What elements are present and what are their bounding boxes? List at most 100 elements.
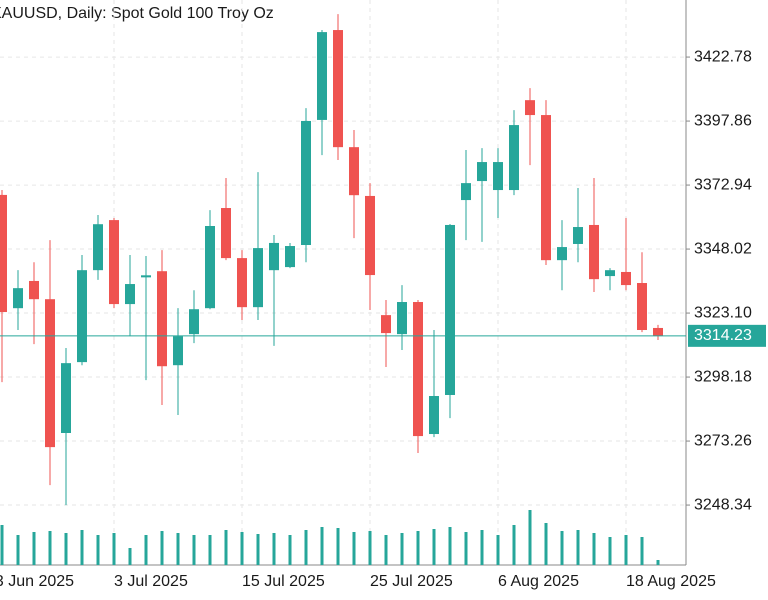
volume-bar: [384, 535, 388, 565]
candle-body: [237, 258, 247, 308]
candle-body: [381, 315, 391, 334]
volume-bar: [176, 533, 180, 565]
candle-body: [61, 363, 71, 433]
volume-bar: [160, 531, 164, 565]
candle-body: [541, 115, 551, 261]
volume-bar: [208, 535, 212, 565]
candle-body: [349, 147, 359, 196]
candle-body: [29, 280, 39, 300]
volume-bar: [240, 532, 244, 565]
y-tick-label: 3397.86: [694, 112, 752, 129]
volume-bar: [128, 548, 132, 565]
volume-bar: [368, 531, 372, 565]
candle-body: [189, 309, 199, 335]
volume-bar: [464, 532, 468, 565]
volume-bar: [224, 530, 228, 565]
volume-bar: [64, 533, 68, 565]
x-tick-label: 18 Aug 2025: [626, 573, 716, 590]
volume-bar: [512, 525, 516, 565]
candle-body: [333, 30, 343, 148]
y-tick-label: 3273.26: [694, 432, 752, 449]
candle-body: [109, 220, 119, 305]
y-tick-label: 3323.10: [694, 304, 752, 321]
volume-bar: [480, 530, 484, 565]
volume-bar: [416, 531, 420, 565]
y-tick-label: 3298.18: [694, 368, 752, 385]
volume-bar: [0, 525, 4, 565]
candle-body: [445, 224, 455, 395]
candle-body: [141, 275, 151, 278]
volume-bar: [144, 535, 148, 565]
candle-body: [653, 327, 663, 336]
volume-bar: [608, 537, 612, 565]
y-tick-label: 3248.34: [694, 496, 752, 513]
candle-body: [525, 100, 535, 116]
x-tick-label: 6 Aug 2025: [498, 573, 579, 590]
candle-body: [253, 248, 263, 308]
volume-bar: [336, 528, 340, 565]
x-tick-label: 3 Jul 2025: [114, 573, 188, 590]
volume-bar: [576, 530, 580, 565]
candle-body: [573, 227, 583, 244]
volume-bar: [432, 529, 436, 565]
volume-bar: [16, 535, 20, 565]
candle-body: [461, 183, 471, 201]
volume-bar: [80, 530, 84, 565]
last-price-label: 3314.23: [694, 327, 752, 344]
volume-bar: [448, 527, 452, 565]
candle-body: [125, 284, 135, 305]
candle-body: [301, 120, 311, 246]
y-tick-label: 3372.94: [694, 176, 752, 193]
volume-bar: [592, 533, 596, 565]
candle-body: [13, 288, 23, 309]
candle-body: [589, 224, 599, 280]
candle-body: [77, 270, 87, 363]
candle-body: [45, 299, 55, 448]
volume-bar: [32, 532, 36, 565]
candle-body: [0, 194, 7, 313]
chart-title: XAUUSD, Daily: Spot Gold 100 Troy Oz: [0, 5, 274, 22]
candle-body: [285, 246, 295, 268]
y-tick-label: 3348.02: [694, 240, 752, 257]
candle-body: [221, 208, 231, 259]
candle-body: [397, 302, 407, 335]
volume-bar: [304, 530, 308, 565]
volume-bar: [544, 523, 548, 565]
candle-body: [605, 270, 615, 277]
volume-bar: [112, 533, 116, 565]
volume-bar: [496, 535, 500, 565]
candle-body: [365, 195, 375, 276]
volume-bar: [96, 535, 100, 565]
candle-body: [493, 162, 503, 191]
candle-body: [637, 283, 647, 331]
candle-body: [317, 32, 327, 120]
candle-body: [557, 247, 567, 261]
x-tick-label: 15 Jul 2025: [242, 573, 325, 590]
volume-bar: [640, 537, 644, 565]
volume-bar: [192, 535, 196, 565]
candle-body: [509, 125, 519, 191]
last-price-box: [688, 324, 766, 347]
volume-bar: [352, 532, 356, 565]
candle-body: [173, 336, 183, 366]
volume-bar: [48, 531, 52, 565]
x-tick-label: 25 Jul 2025: [370, 573, 453, 590]
y-tick-label: 3422.78: [694, 48, 752, 65]
volume-bar: [656, 560, 660, 565]
volume-bar: [288, 535, 292, 565]
volume-bar: [256, 534, 260, 565]
volume-bar: [624, 535, 628, 565]
volume-bar: [528, 510, 532, 565]
candle-body: [429, 396, 439, 435]
candle-body: [205, 226, 215, 309]
candle-body: [413, 302, 423, 437]
volume-bar: [320, 527, 324, 565]
x-tick-label: 23 Jun 2025: [0, 573, 74, 590]
volume-bar: [272, 533, 276, 565]
candle-body: [477, 162, 487, 182]
candle-body: [269, 242, 279, 271]
volume-bar: [400, 533, 404, 565]
volume-bar: [560, 531, 564, 565]
